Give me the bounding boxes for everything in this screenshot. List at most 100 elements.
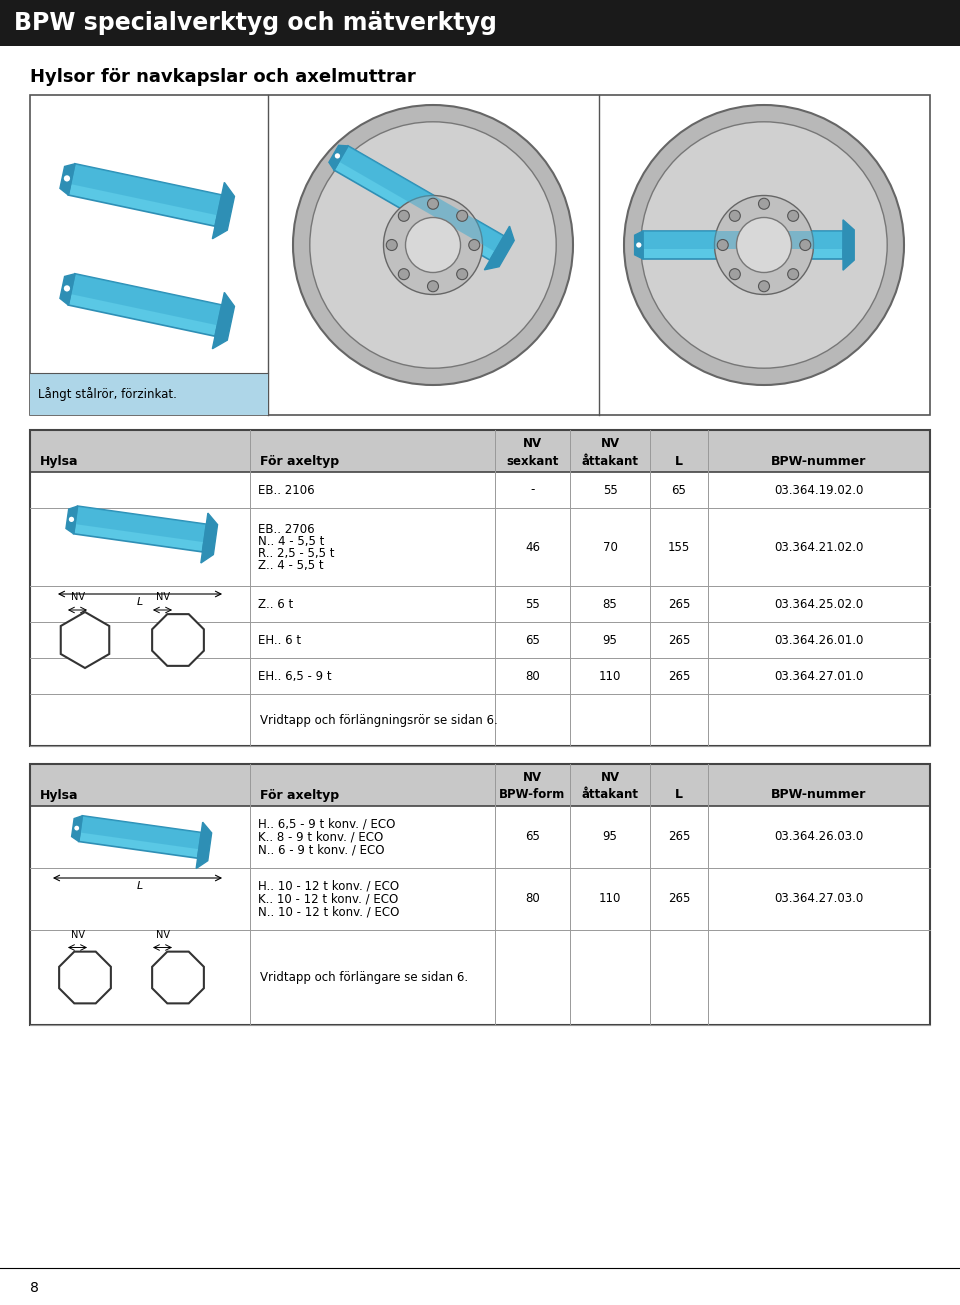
Text: Z.. 6 t: Z.. 6 t: [258, 598, 293, 611]
Text: L: L: [137, 596, 143, 607]
Circle shape: [787, 269, 799, 279]
Circle shape: [457, 210, 468, 222]
Text: sexkant: sexkant: [506, 454, 559, 467]
Polygon shape: [212, 292, 234, 348]
Text: BPW-nummer: BPW-nummer: [771, 788, 867, 801]
Circle shape: [63, 284, 71, 292]
Circle shape: [787, 210, 799, 222]
Text: 265: 265: [668, 893, 690, 906]
Polygon shape: [339, 146, 504, 252]
Polygon shape: [71, 163, 222, 215]
Polygon shape: [68, 163, 222, 226]
Text: 46: 46: [525, 540, 540, 553]
Text: EH.. 6 t: EH.. 6 t: [258, 633, 301, 646]
Circle shape: [63, 175, 71, 183]
Text: Långt stålrör, förzinkat.: Långt stålrör, förzinkat.: [38, 388, 177, 401]
Bar: [30, 763, 930, 1024]
Polygon shape: [60, 163, 75, 194]
Circle shape: [758, 198, 770, 209]
Polygon shape: [152, 951, 204, 1004]
Text: 80: 80: [525, 669, 540, 683]
Polygon shape: [485, 226, 515, 270]
Circle shape: [398, 210, 409, 222]
Text: NV: NV: [600, 436, 619, 449]
Text: L: L: [675, 454, 683, 467]
Circle shape: [383, 196, 483, 295]
Text: 8: 8: [30, 1282, 38, 1295]
Circle shape: [293, 104, 573, 385]
Text: N.. 4 - 5,5 t: N.. 4 - 5,5 t: [258, 535, 324, 548]
Text: 03.364.27.01.0: 03.364.27.01.0: [775, 669, 864, 683]
Circle shape: [310, 121, 556, 368]
Text: H.. 6,5 - 9 t konv. / ECO: H.. 6,5 - 9 t konv. / ECO: [258, 817, 396, 830]
Text: NV: NV: [523, 436, 542, 449]
Text: Hylsa: Hylsa: [40, 454, 79, 467]
Polygon shape: [75, 506, 206, 542]
Bar: [0, 0, 960, 46]
Text: NV: NV: [156, 929, 170, 940]
Text: 65: 65: [525, 830, 540, 843]
Circle shape: [758, 281, 770, 292]
Text: 03.364.19.02.0: 03.364.19.02.0: [775, 483, 864, 496]
Text: BPW-nummer: BPW-nummer: [771, 454, 867, 467]
Text: 55: 55: [525, 598, 540, 611]
Circle shape: [334, 153, 341, 159]
Polygon shape: [60, 274, 75, 305]
Text: EH.. 6,5 - 9 t: EH.. 6,5 - 9 t: [258, 669, 331, 683]
Polygon shape: [152, 615, 204, 666]
Polygon shape: [60, 951, 110, 1004]
Text: åttakant: åttakant: [582, 788, 638, 801]
Text: H.. 10 - 12 t konv. / ECO: H.. 10 - 12 t konv. / ECO: [258, 880, 399, 893]
Text: 70: 70: [603, 540, 617, 553]
Polygon shape: [329, 145, 348, 170]
Text: 85: 85: [603, 598, 617, 611]
Text: L: L: [675, 788, 683, 801]
Polygon shape: [196, 822, 211, 869]
Text: N.. 6 - 9 t konv. / ECO: N.. 6 - 9 t konv. / ECO: [258, 843, 385, 856]
Polygon shape: [201, 513, 218, 562]
Polygon shape: [643, 231, 843, 249]
Text: 65: 65: [672, 483, 686, 496]
Text: 265: 265: [668, 669, 690, 683]
Text: Z.. 4 - 5,5 t: Z.. 4 - 5,5 t: [258, 559, 324, 572]
Text: För axeltyp: För axeltyp: [260, 788, 339, 801]
Circle shape: [405, 218, 461, 273]
Text: NV: NV: [71, 929, 85, 940]
Text: EB.. 2106: EB.. 2106: [258, 483, 315, 496]
Text: N.. 10 - 12 t konv. / ECO: N.. 10 - 12 t konv. / ECO: [258, 906, 399, 919]
Text: 03.364.26.01.0: 03.364.26.01.0: [775, 633, 864, 646]
Bar: [30, 95, 930, 415]
Polygon shape: [71, 274, 222, 325]
Text: För axeltyp: För axeltyp: [260, 454, 339, 467]
Text: EB.. 2706: EB.. 2706: [258, 522, 315, 535]
Polygon shape: [334, 146, 504, 260]
Text: 265: 265: [668, 598, 690, 611]
Text: R.. 2,5 - 5,5 t: R.. 2,5 - 5,5 t: [258, 547, 334, 560]
Circle shape: [468, 240, 480, 251]
Text: 155: 155: [668, 540, 690, 553]
Polygon shape: [635, 231, 643, 258]
Text: 95: 95: [603, 830, 617, 843]
Circle shape: [800, 240, 811, 251]
Text: 03.364.27.03.0: 03.364.27.03.0: [775, 893, 864, 906]
Circle shape: [717, 240, 729, 251]
Text: 80: 80: [525, 893, 540, 906]
Text: Vridtapp och förlängare se sidan 6.: Vridtapp och förlängare se sidan 6.: [260, 971, 468, 984]
Text: åttakant: åttakant: [582, 454, 638, 467]
Polygon shape: [212, 183, 234, 239]
Polygon shape: [66, 506, 78, 534]
Circle shape: [427, 281, 439, 292]
Circle shape: [624, 104, 904, 385]
Polygon shape: [72, 816, 83, 842]
Text: L: L: [137, 881, 143, 891]
Circle shape: [641, 121, 887, 368]
Bar: [30, 373, 268, 415]
Circle shape: [74, 825, 80, 831]
Bar: [30, 763, 930, 806]
Polygon shape: [643, 231, 843, 258]
Text: NV: NV: [523, 770, 542, 783]
Text: NV: NV: [71, 592, 85, 602]
Polygon shape: [74, 506, 206, 552]
Circle shape: [68, 515, 75, 523]
Text: Vridtapp och förlängningsrör se sidan 6.: Vridtapp och förlängningsrör se sidan 6.: [260, 714, 497, 727]
